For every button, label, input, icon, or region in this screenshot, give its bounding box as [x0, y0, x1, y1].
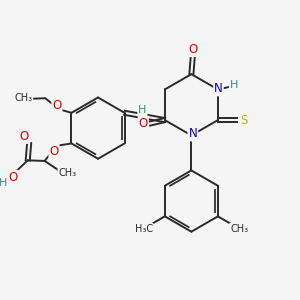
Text: CH₃: CH₃: [58, 168, 76, 178]
Text: CH₃: CH₃: [230, 224, 248, 234]
Text: H: H: [230, 80, 238, 90]
Text: O: O: [52, 99, 62, 112]
Text: H: H: [138, 105, 146, 115]
Text: O: O: [139, 116, 148, 130]
Text: O: O: [189, 43, 198, 56]
Text: H₃C: H₃C: [135, 224, 153, 234]
Text: N: N: [214, 82, 223, 95]
Text: CH₃: CH₃: [14, 93, 32, 103]
Text: H: H: [0, 178, 8, 188]
Text: O: O: [50, 145, 58, 158]
Text: O: O: [8, 171, 18, 184]
Text: O: O: [19, 130, 28, 143]
Text: N: N: [188, 128, 197, 140]
Text: S: S: [241, 114, 248, 127]
